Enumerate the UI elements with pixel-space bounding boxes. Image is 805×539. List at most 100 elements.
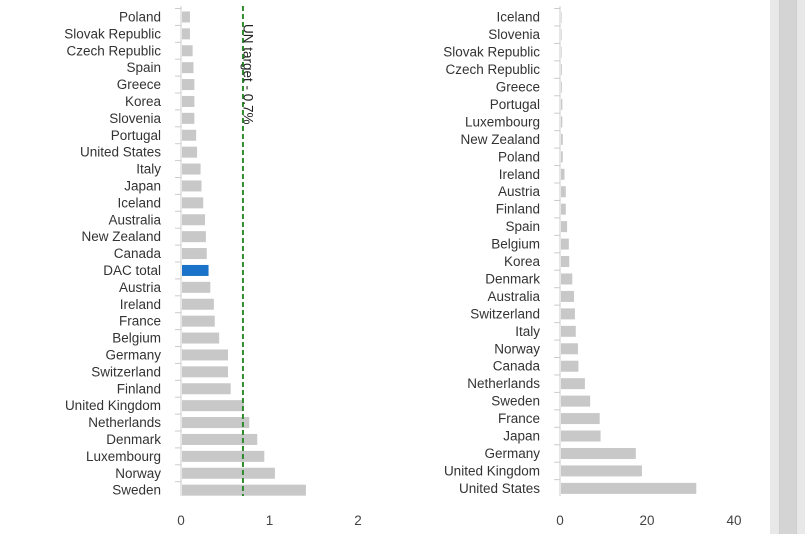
chart2-label-norway: Norway: [494, 341, 540, 356]
chart1-bar-france: [182, 315, 215, 327]
chart2-label-finland: Finland: [496, 202, 540, 217]
chart2-label-ireland: Ireland: [499, 167, 540, 182]
chart1-bar-dac-total: [182, 264, 209, 276]
chart2-label-united-states: United States: [459, 481, 540, 496]
chart1-bar-australia: [182, 214, 206, 226]
chart1-bar-slovak-republic: [182, 28, 190, 40]
chart1-bar-norway: [182, 467, 275, 479]
chart2-bar-italy: [561, 325, 576, 337]
chart1-bar-italy: [182, 163, 201, 175]
chart1-bar-slovenia: [182, 112, 195, 124]
chart1-label-japan: Japan: [124, 178, 161, 193]
chart1-label-ireland: Ireland: [120, 297, 161, 312]
chart2-bar-slovenia: [561, 29, 562, 41]
chart1-bar-denmark: [182, 433, 258, 445]
chart2-bar-spain: [561, 221, 568, 233]
chart1-label-slovenia: Slovenia: [109, 111, 161, 126]
chart2-bar-portugal: [561, 98, 563, 110]
chart2-bar-netherlands: [561, 378, 585, 390]
chart2-label-germany: Germany: [484, 446, 540, 461]
chart1-label-korea: Korea: [125, 94, 162, 109]
chart1-label-finland: Finland: [117, 381, 161, 396]
chart2-label-portugal: Portugal: [490, 97, 540, 112]
chart2-label-italy: Italy: [515, 324, 540, 339]
chart1-label-austria: Austria: [119, 280, 162, 295]
chart1-bar-germany: [182, 349, 229, 361]
chart1-bar-belgium: [182, 332, 220, 344]
chart1-label-france: France: [119, 314, 161, 329]
chart2-label-greece: Greece: [496, 80, 540, 95]
chart2-label-sweden: Sweden: [491, 394, 540, 409]
chart2-label-slovenia: Slovenia: [488, 27, 540, 42]
chart1-label-united-kingdom: United Kingdom: [65, 398, 161, 413]
chart1-bar-czech-republic: [182, 45, 193, 57]
chart1-label-norway: Norway: [115, 466, 161, 481]
chart2-label-czech-republic: Czech Republic: [445, 62, 540, 77]
chart2-bar-iceland: [561, 11, 562, 23]
chart1-label-slovak-republic: Slovak Republic: [64, 26, 161, 41]
chart2-x-tick-40: 40: [726, 513, 741, 528]
chart2-label-canada: Canada: [493, 359, 541, 374]
chart2-bar-japan: [561, 430, 601, 442]
chart1-label-denmark: Denmark: [106, 432, 161, 447]
chart2-bar-united-kingdom: [561, 465, 642, 477]
chart1-label-luxembourg: Luxembourg: [86, 449, 161, 464]
chart2-bar-denmark: [561, 273, 573, 285]
chart1-x-tick-1: 1: [266, 513, 274, 528]
chart2-label-iceland: Iceland: [496, 10, 540, 25]
chart2-bar-united-states: [561, 482, 697, 494]
chart2-label-spain: Spain: [505, 219, 540, 234]
chart1-bar-ireland: [182, 298, 214, 310]
chart2-bar-finland: [561, 203, 566, 215]
chart1-bar-canada: [182, 248, 207, 260]
chart1-label-iceland: Iceland: [117, 195, 161, 210]
chart1-bar-united-kingdom: [182, 400, 244, 412]
chart1-label-italy: Italy: [136, 162, 161, 177]
chart1-label-spain: Spain: [126, 60, 161, 75]
chart2-bar-belgium: [561, 238, 569, 250]
chart2-bar-sweden: [561, 395, 591, 407]
chart2-label-austria: Austria: [498, 184, 541, 199]
chart1-x-tick-2: 2: [354, 513, 362, 528]
chart1-bar-new-zealand: [182, 231, 206, 243]
chart2-bar-france: [561, 413, 600, 425]
chart2-label-switzerland: Switzerland: [470, 306, 540, 321]
chart2-bar-germany: [561, 447, 636, 459]
chart1-bar-poland: [182, 11, 190, 23]
chart-area: Poland Slovak Republic Czech Republic Spain…: [64, 6, 742, 528]
chart1-label-czech-republic: Czech Republic: [66, 43, 161, 58]
chart1-label-portugal: Portugal: [111, 128, 161, 143]
chart2-label-belgium: Belgium: [491, 237, 540, 252]
chart2-bar-slovak-republic: [561, 46, 562, 58]
chart1-bar-korea: [182, 95, 195, 107]
chart1-bar-finland: [182, 383, 231, 395]
chart2-bar-norway: [561, 343, 578, 355]
chart1-bar-iceland: [182, 197, 204, 209]
chart2-bar-greece: [561, 81, 562, 93]
chart2-bar-czech-republic: [561, 64, 562, 76]
chart1-bar-spain: [182, 62, 194, 74]
chart1-bar-luxembourg: [182, 450, 265, 462]
chart2-bar-austria: [561, 186, 566, 198]
charts-svg: Poland Slovak Republic Czech Republic Spain…: [64, 6, 742, 528]
chart2-x-tick-20: 20: [639, 513, 654, 528]
chart2-label-france: France: [498, 411, 540, 426]
chart1-label-germany: Germany: [105, 347, 161, 362]
chart2-bar-australia: [561, 290, 575, 302]
chart2-label-netherlands: Netherlands: [467, 376, 540, 391]
chart1-label-netherlands: Netherlands: [88, 415, 161, 430]
chart2-label-slovak-republic: Slovak Republic: [443, 45, 540, 60]
scrollbar-thumb[interactable]: [779, 0, 797, 534]
chart2-bar-ireland: [561, 168, 565, 180]
chart2-bar-canada: [561, 360, 579, 372]
chart2-bar-new-zealand: [561, 133, 563, 145]
chart1-bar-austria: [182, 281, 211, 293]
chart1-label-new-zealand: New Zealand: [81, 229, 161, 244]
chart1-label-greece: Greece: [117, 77, 161, 92]
chart1-bar-japan: [182, 180, 202, 192]
chart2-label-united-kingdom: United Kingdom: [444, 463, 540, 478]
chart2-label-australia: Australia: [487, 289, 540, 304]
chart2-label-poland: Poland: [498, 149, 540, 164]
chart2-label-denmark: Denmark: [485, 271, 540, 286]
chart2-bar-luxembourg: [561, 116, 563, 128]
